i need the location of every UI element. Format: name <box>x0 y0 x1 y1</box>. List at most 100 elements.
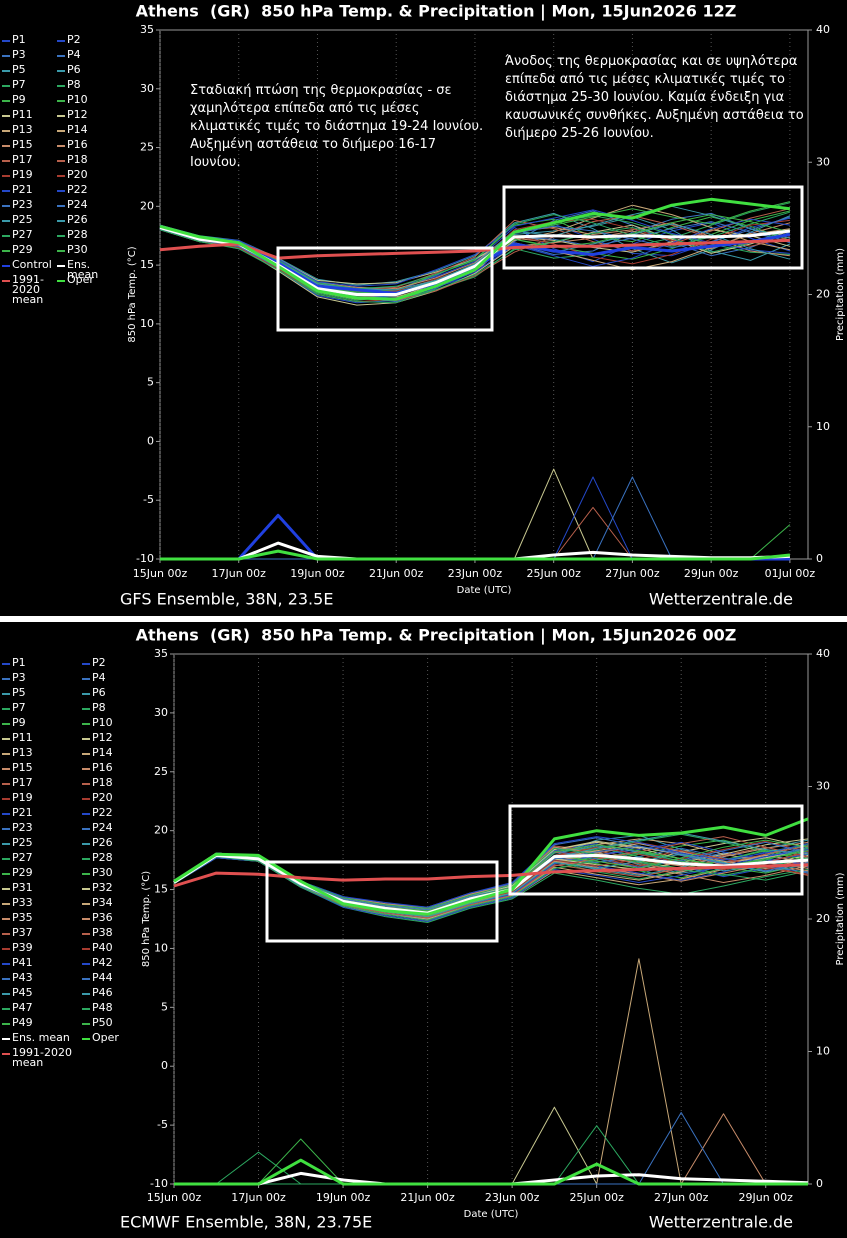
legend-swatch <box>2 220 10 222</box>
legend-swatch <box>57 235 65 237</box>
legend-label: P7 <box>12 701 26 714</box>
legend-label: P5 <box>12 686 26 699</box>
legend-swatch <box>82 843 90 845</box>
legend-label: P1 <box>12 656 26 669</box>
legend-item: P16 <box>82 761 162 776</box>
x-tick-label: 21Jun 00z <box>369 567 424 580</box>
legend-label: P32 <box>92 881 113 894</box>
legend-swatch <box>57 85 65 87</box>
legend-label: P12 <box>67 108 88 121</box>
legend-item: P18 <box>82 776 162 791</box>
model-label: GFS Ensemble, 38N, 23.5E <box>120 590 333 609</box>
legend-swatch <box>57 205 65 207</box>
legend-label: P1 <box>12 33 26 46</box>
y2-tick-label: 0 <box>816 1177 823 1190</box>
legend-swatch <box>57 130 65 132</box>
legend-swatch <box>2 160 10 162</box>
legend-label: P30 <box>92 866 113 879</box>
legend-item: P46 <box>82 986 162 1001</box>
legend-swatch <box>2 1008 10 1010</box>
main-line <box>173 817 809 916</box>
legend-item: Ens. mean <box>2 1031 82 1046</box>
legend-label: Oper <box>92 1031 119 1044</box>
x-tick-label: 17Jun 00z <box>231 1191 286 1204</box>
legend-swatch <box>2 843 10 845</box>
legend-swatch <box>2 175 10 177</box>
legend-item: 1991-2020 mean <box>2 273 57 305</box>
legend-item: P10 <box>82 716 162 731</box>
precip-line <box>174 1158 808 1186</box>
x-tick-label: 23Jun 00z <box>485 1191 540 1204</box>
legend-label: P34 <box>92 896 113 909</box>
legend-label: P21 <box>12 806 33 819</box>
highlight-box <box>276 246 494 332</box>
legend-item: P11 <box>2 108 57 123</box>
legend-swatch <box>82 768 90 770</box>
legend-item: P11 <box>2 731 82 746</box>
legend-label: P4 <box>67 48 81 61</box>
y-tick-label: 30 <box>154 706 168 719</box>
legend-item: P42 <box>82 956 162 971</box>
plot-layer: Athens (GR) 850 hPa Temp. & Precipitatio… <box>120 2 846 1232</box>
legend-swatch <box>2 918 10 920</box>
legend-item: P24 <box>82 821 162 836</box>
legend-item: P15 <box>2 761 82 776</box>
legend-label: P27 <box>12 851 33 864</box>
y-tick-label: 20 <box>140 199 154 212</box>
annotation: Σταδιακή πτώση της θερμοκρασίας - σε χαμ… <box>190 83 484 170</box>
legend-label: P35 <box>12 911 33 924</box>
legend-item: P6 <box>82 686 162 701</box>
legend-swatch <box>2 265 10 267</box>
legend-label: P33 <box>12 896 33 909</box>
legend-label: P26 <box>67 213 88 226</box>
legend-swatch <box>82 963 90 965</box>
legend-swatch <box>2 693 10 695</box>
main-line <box>159 238 790 260</box>
legend-label: P25 <box>12 836 33 849</box>
legend-swatch <box>2 1023 10 1025</box>
y-tick-label: -5 <box>157 1118 168 1131</box>
legend-item: P24 <box>57 198 112 213</box>
y2-tick-label: 30 <box>816 155 830 168</box>
highlight-box <box>508 804 804 896</box>
legend-label: P23 <box>12 821 33 834</box>
legend-swatch <box>2 783 10 785</box>
legend-swatch <box>2 235 10 237</box>
legend-label: P16 <box>92 761 113 774</box>
legend-label: P49 <box>12 1016 33 1029</box>
legend-swatch <box>57 280 65 282</box>
legend-item: P3 <box>2 48 57 63</box>
legend-label: P23 <box>12 198 33 211</box>
legend-label: P28 <box>67 228 88 241</box>
y2-tick-label: 20 <box>816 912 830 925</box>
legend-label: P17 <box>12 153 33 166</box>
legend-swatch <box>57 175 65 177</box>
legend-swatch <box>2 250 10 252</box>
legend-label: P2 <box>92 656 106 669</box>
legend-item: P31 <box>2 881 82 896</box>
legend-item: P45 <box>2 986 82 1001</box>
x-tick-label: 21Jun 00z <box>400 1191 455 1204</box>
legend-label: P6 <box>67 63 81 76</box>
legend-swatch <box>57 220 65 222</box>
y-tick-label: 35 <box>140 23 154 36</box>
legend-swatch <box>2 70 10 72</box>
legend-swatch <box>82 753 90 755</box>
legend-item: P2 <box>82 656 162 671</box>
legend-label: P6 <box>92 686 106 699</box>
legend-swatch <box>82 798 90 800</box>
legend-swatch <box>82 888 90 890</box>
legend-label: 1991-2020 mean <box>12 1046 72 1069</box>
legend-swatch <box>2 888 10 890</box>
legend-swatch <box>2 753 10 755</box>
legend-item: P16 <box>57 138 112 153</box>
legend-label: P15 <box>12 761 33 774</box>
legend-item: P35 <box>2 911 82 926</box>
legend-swatch <box>2 948 10 950</box>
legend-swatch <box>2 100 10 102</box>
legend-item: 1991-2020 mean <box>2 1046 82 1068</box>
legend-label: P27 <box>12 228 33 241</box>
legend-swatch <box>82 678 90 680</box>
legend-label: P29 <box>12 243 33 256</box>
